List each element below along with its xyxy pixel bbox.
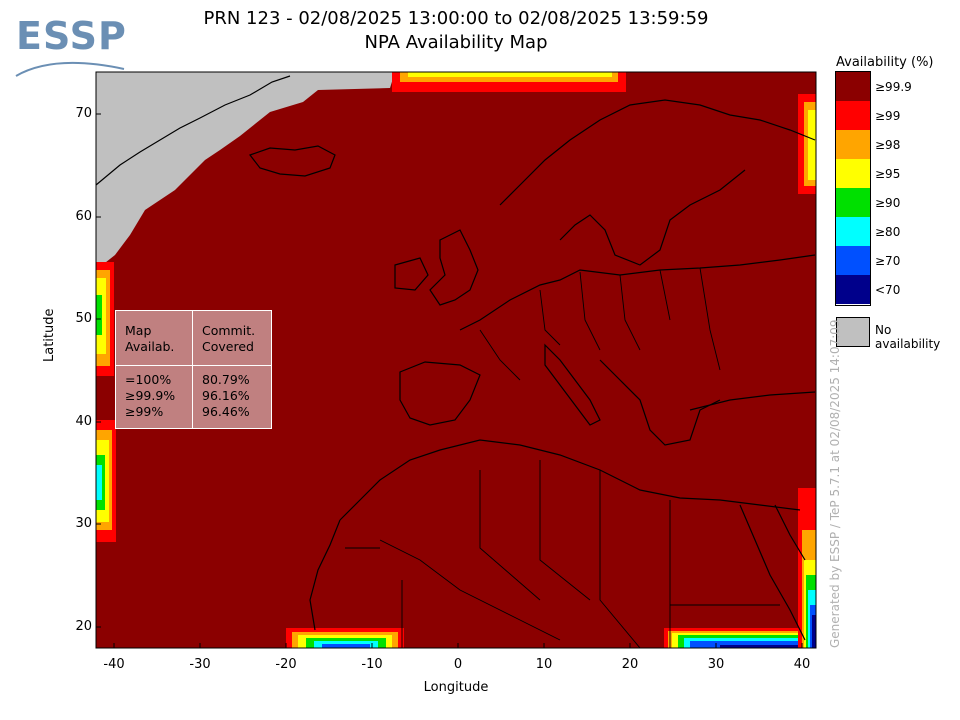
x-tick-marks (113, 643, 803, 648)
x-tick-label: 20 (621, 657, 639, 672)
legend-title: Availability (%) (836, 55, 934, 70)
x-tick-label: -20 (275, 657, 297, 672)
stats-col2-header: Commit. Covered (202, 323, 256, 354)
stats-col1-header: Map Availab. (125, 323, 175, 354)
legend-label: <70 (875, 283, 901, 297)
legend-label: ≥70 (875, 254, 901, 268)
top-edge-band (392, 72, 626, 92)
legend-swatch (836, 275, 870, 304)
title-line-2: NPA Availability Map (364, 32, 548, 53)
y-tick-label: 30 (75, 516, 92, 531)
x-axis-label: Longitude (423, 680, 489, 695)
x-tick-label: 40 (793, 657, 811, 672)
legend-swatch (836, 159, 870, 188)
no-availability-label: No availability (875, 323, 941, 351)
stats-levels: =100% ≥99.9% ≥99% (125, 372, 176, 419)
x-tick-label: -10 (361, 657, 383, 672)
legend-swatch (836, 217, 870, 246)
right-edge-south-band (798, 488, 816, 648)
coastlines (95, 75, 816, 641)
x-tick-label: 0 (453, 657, 463, 672)
country-borders (345, 267, 780, 649)
no-availability-region (96, 72, 395, 270)
y-tick-marks (96, 113, 101, 628)
legend-label: ≥98 (875, 138, 901, 152)
bottom-edge-band-left (286, 628, 404, 648)
y-tick-label: 60 (75, 209, 92, 224)
title-line-1: PRN 123 - 02/08/2025 13:00:00 to 02/08/2… (203, 8, 709, 29)
y-tick-label: 20 (75, 619, 92, 634)
legend-swatch (836, 246, 870, 275)
x-tick-label: -30 (189, 657, 211, 672)
legend-label: ≥90 (875, 196, 901, 210)
legend-frame (835, 71, 871, 306)
no-availability-swatch (836, 317, 870, 347)
right-edge-north-band (798, 94, 816, 194)
generated-by-credit: Generated by ESSP / TeP 5.7.1 at 02/08/2… (828, 319, 842, 648)
y-axis-label: Latitude (42, 308, 57, 362)
legend-label: ≥80 (875, 225, 901, 239)
y-tick-label: 70 (75, 106, 92, 121)
essp-logo: ESSP (14, 14, 134, 84)
x-tick-label: -40 (103, 657, 125, 672)
bottom-edge-band-right (664, 628, 816, 648)
logo-text: ESSP (16, 14, 127, 58)
legend-label: ≥99 (875, 109, 901, 123)
legend-label: ≥99.9 (875, 80, 912, 94)
y-tick-label: 50 (75, 311, 92, 326)
legend-swatch (836, 130, 870, 159)
x-tick-label: 30 (707, 657, 725, 672)
y-tick-label: 40 (75, 414, 92, 429)
legend-label: ≥95 (875, 167, 901, 181)
legend-swatch (836, 188, 870, 217)
legend-swatch (836, 101, 870, 130)
coverage-stats-table: Map Availab. Commit. Covered =100% ≥99.9… (115, 310, 272, 429)
x-tick-label: 10 (535, 657, 553, 672)
logo-swoosh-icon (15, 61, 125, 77)
left-edge-band-upper (96, 262, 114, 376)
stats-covered: 80.79% 96.16% 96.46% (202, 372, 250, 419)
legend-swatch (836, 72, 870, 101)
left-edge-band-lower (96, 420, 116, 542)
plot-frame (95, 71, 817, 649)
